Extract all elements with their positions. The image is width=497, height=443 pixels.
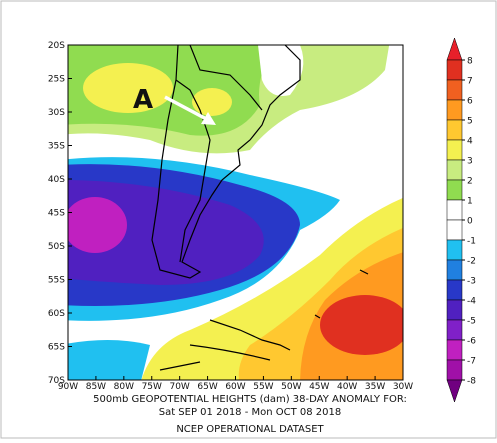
- islands: [314, 269, 369, 319]
- lon-label: 65W: [197, 382, 217, 392]
- colorbar-band: [446, 359, 463, 381]
- lat-label: 45S: [48, 209, 65, 219]
- colorbar-band: [446, 59, 463, 81]
- colorbar-band: [446, 219, 463, 241]
- colorbar-band: [446, 139, 463, 161]
- colorbar-label: -8: [467, 377, 476, 387]
- border: [175, 79, 211, 263]
- lon-label: 30W: [393, 382, 413, 392]
- contour-magenta: [68, 197, 127, 253]
- lat-label: 60S: [48, 309, 65, 319]
- lon-label: 85W: [86, 382, 106, 392]
- colorbar-label: 8: [467, 57, 473, 67]
- colorbar-label: 2: [467, 177, 473, 187]
- colorbar-band: [446, 179, 463, 201]
- lat-label: 20S: [48, 41, 65, 51]
- colorbar-label: -5: [467, 317, 476, 327]
- colorbar-band: [446, 259, 463, 281]
- lon-label: 70W: [169, 382, 189, 392]
- lon-label: 90W: [58, 382, 78, 392]
- contour-yellow: [83, 63, 173, 113]
- colorbar-label: -7: [467, 357, 476, 367]
- caption-line: Sat SEP 01 2018 - Mon OCT 08 2018: [159, 407, 342, 418]
- lon-label: 80W: [114, 382, 134, 392]
- colorbar-label: -1: [467, 237, 476, 247]
- colorbar-band: [446, 279, 463, 301]
- colorbar-band: [446, 199, 463, 221]
- lon-label: 45W: [309, 382, 329, 392]
- map-area: [68, 45, 403, 380]
- colorbar-band: [446, 99, 463, 121]
- colorbar-band: [446, 299, 463, 321]
- contour-yellow: [192, 88, 232, 116]
- caption-line: 500mb GEOPOTENTIAL HEIGHTS (dam) 38-DAY …: [93, 394, 407, 405]
- lat-label: 50S: [48, 242, 65, 252]
- lat-label: 70S: [48, 376, 65, 386]
- contour-red: [320, 295, 403, 355]
- colorbar-band: [446, 319, 463, 341]
- lon-label: 55W: [253, 382, 273, 392]
- lat-label: 30S: [48, 108, 65, 118]
- lat-label: 55S: [48, 276, 65, 286]
- arrow-head: [201, 112, 216, 125]
- lat-label: 65S: [48, 343, 65, 353]
- antarctic-coast: [159, 319, 291, 371]
- colorbar-label: 5: [467, 117, 473, 127]
- border: [189, 45, 263, 111]
- colorbar-label: -2: [467, 257, 476, 267]
- lon-label: 60W: [225, 382, 245, 392]
- colorbar-label: -6: [467, 337, 476, 347]
- annotation: A: [133, 85, 153, 115]
- colorbar-label: 3: [467, 157, 473, 167]
- lat-label: 40S: [48, 175, 65, 185]
- colorbar-label: -4: [467, 297, 476, 307]
- colorbar-label: 6: [467, 97, 473, 107]
- caption-line: NCEP OPERATIONAL DATASET: [176, 424, 324, 435]
- lon-label: 40W: [337, 382, 357, 392]
- colorbar-label: 1: [467, 197, 473, 207]
- contour-cyan-south: [68, 340, 150, 380]
- coastline: [151, 45, 301, 279]
- colorbar-band: [446, 119, 463, 141]
- lon-label: 75W: [142, 382, 162, 392]
- lon-label: 35W: [365, 382, 385, 392]
- lat-label: 35S: [48, 142, 65, 152]
- colorbar-label: 4: [467, 137, 473, 147]
- colorbar-label: 0: [467, 217, 473, 227]
- colorbar-arrow-bottom: [446, 379, 463, 403]
- arrow: [164, 95, 213, 124]
- lat-label: 25S: [48, 75, 65, 85]
- colorbar-band: [446, 239, 463, 261]
- colorbar-label: 7: [467, 77, 473, 87]
- lon-label: 50W: [281, 382, 301, 392]
- colorbar-band: [446, 79, 463, 101]
- colorbar-band: [446, 159, 463, 181]
- blank-area: [258, 45, 304, 96]
- colorbar-band: [446, 339, 463, 361]
- colorbar-label: -3: [467, 277, 476, 287]
